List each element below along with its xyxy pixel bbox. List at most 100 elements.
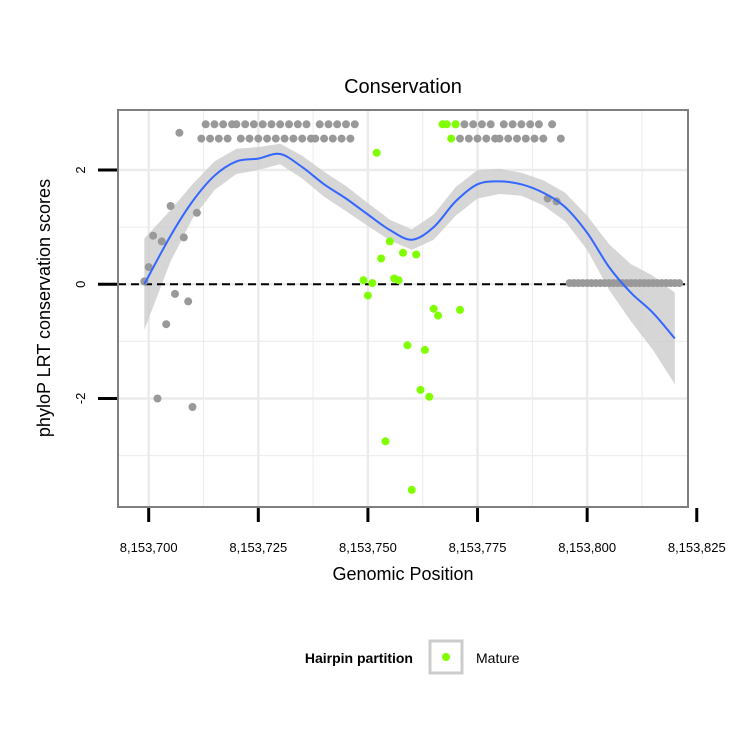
other-point (293, 120, 302, 129)
x-axis-title: Genomic Position (332, 564, 473, 584)
other-point (504, 134, 513, 143)
mature-point (377, 254, 386, 263)
other-point (499, 120, 508, 129)
other-point (464, 134, 473, 143)
other-point (184, 297, 193, 306)
other-point (328, 134, 337, 143)
other-point (320, 134, 329, 143)
other-point (249, 120, 258, 129)
other-point (149, 231, 158, 240)
other-point (166, 202, 175, 210)
other-point (486, 120, 495, 129)
other-point (556, 134, 565, 143)
other-point (157, 237, 166, 246)
other-point (179, 233, 188, 242)
other-point (214, 134, 223, 143)
other-point (267, 120, 276, 129)
other-point (162, 320, 171, 329)
mature-point (359, 276, 368, 285)
chart-title: Conservation (344, 76, 462, 98)
x-tick-label: 8,153,750 (339, 540, 397, 555)
x-axis: 8,153,700 8,153,725 8,153,750 8,153,775 8,15… (120, 508, 726, 555)
other-point (254, 134, 263, 143)
x-tick-label: 8,153,825 (668, 540, 726, 555)
other-point (175, 128, 184, 137)
other-point (206, 134, 215, 143)
other-point (530, 134, 539, 143)
other-point (477, 120, 486, 129)
mature-point (381, 437, 390, 446)
other-point (289, 134, 298, 143)
other-point (280, 134, 289, 143)
other-point (245, 134, 254, 143)
mature-points (359, 120, 464, 494)
other-points (140, 120, 684, 411)
mature-point (442, 120, 451, 129)
other-point (276, 120, 285, 129)
other-point (346, 134, 355, 143)
other-point (219, 120, 228, 129)
other-point (526, 120, 535, 129)
other-point (188, 403, 197, 411)
other-point (285, 120, 293, 129)
other-point (311, 134, 320, 143)
other-point (482, 134, 491, 143)
y-tick-label: -2 (73, 393, 88, 405)
y-tick-label: 0 (73, 281, 88, 288)
legend: Hairpin partition Mature (305, 639, 520, 675)
x-tick-label: 8,153,800 (558, 540, 616, 555)
mature-point (403, 341, 412, 350)
other-point (153, 394, 162, 403)
mature-point (416, 385, 425, 394)
other-point (171, 289, 179, 298)
y-axis: -2 0 2 (73, 166, 117, 404)
legend-title: Hairpin partition (305, 650, 413, 666)
other-point (201, 120, 210, 129)
other-point (192, 208, 201, 217)
panel-border (117, 109, 689, 508)
other-point (236, 134, 245, 143)
mature-point (372, 148, 381, 157)
other-point (495, 134, 504, 143)
other-point (517, 120, 526, 129)
mature-point (399, 248, 407, 257)
other-point (675, 279, 684, 288)
other-point (298, 134, 307, 143)
legend-key-mature-point (442, 653, 450, 661)
mature-point (420, 345, 429, 354)
other-point (548, 120, 557, 129)
mature-point (412, 250, 421, 259)
mature-point (363, 291, 372, 300)
other-point (232, 120, 241, 129)
other-point (469, 120, 478, 129)
other-point (521, 134, 530, 143)
loess-smooth-line (143, 152, 676, 340)
y-tick-label: 2 (73, 166, 88, 173)
other-point (263, 134, 272, 143)
mature-point (434, 311, 443, 320)
other-point (333, 120, 342, 129)
other-point (197, 134, 206, 143)
mature-point (447, 134, 456, 143)
mature-point (394, 276, 403, 285)
confidence-ribbon (144, 143, 675, 385)
x-tick-label: 8,153,700 (120, 540, 178, 555)
other-point (144, 263, 153, 272)
other-point (350, 120, 359, 129)
other-point (241, 120, 250, 129)
other-point (223, 134, 232, 143)
other-point (508, 120, 517, 129)
other-point (337, 134, 346, 143)
mature-point (407, 485, 416, 494)
other-point (539, 134, 548, 143)
x-tick-label: 8,153,775 (449, 540, 507, 555)
other-point (258, 120, 267, 129)
other-point (324, 120, 333, 129)
x-tick-label: 8,153,725 (229, 540, 287, 555)
legend-label-mature: Mature (476, 650, 520, 666)
mature-point (385, 237, 394, 246)
other-point (302, 120, 311, 129)
other-point (473, 134, 482, 143)
other-point (456, 134, 464, 143)
